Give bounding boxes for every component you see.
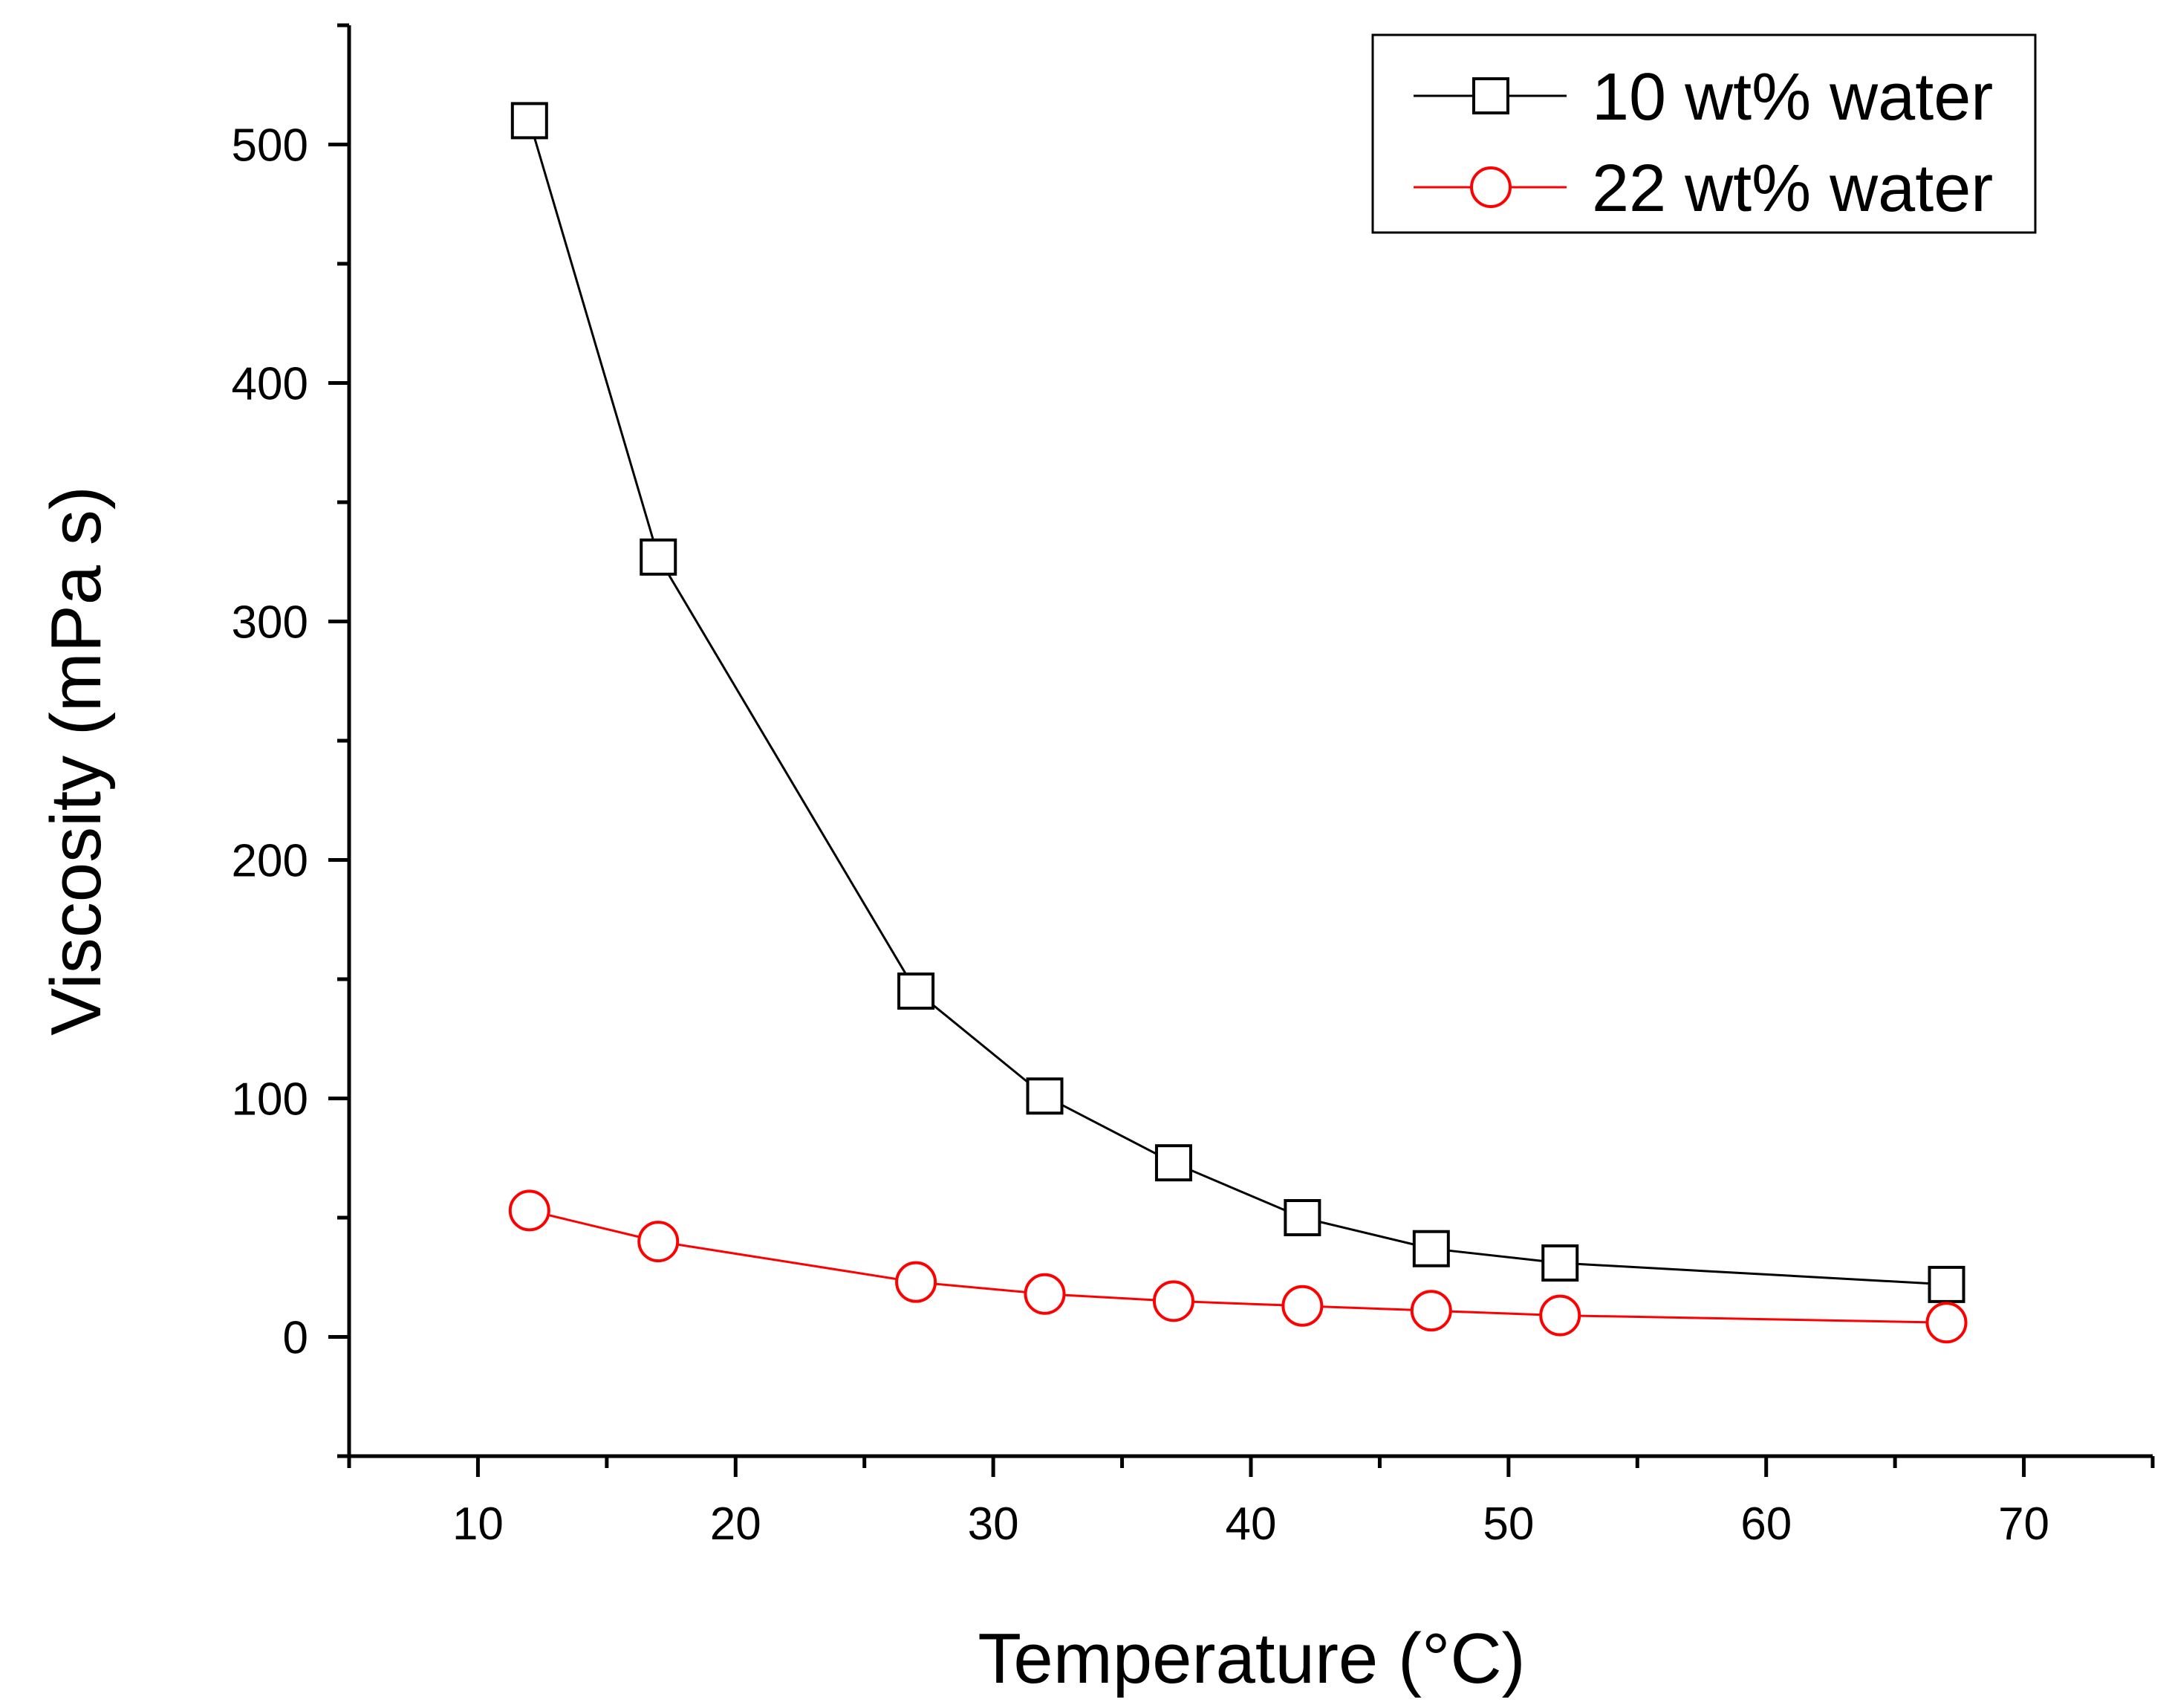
data-point xyxy=(1284,1199,1321,1236)
y-axis-title: Viscosity (mPa s) xyxy=(36,486,116,1036)
ticks: 10 20 30 40 50 60 70 0 100 200 300 400 500 xyxy=(232,23,2155,1550)
data-point xyxy=(1928,1265,1965,1303)
x-axis-title: Temperature (°C) xyxy=(978,1619,1525,1698)
series-layer xyxy=(508,102,1968,1344)
data-point xyxy=(1024,1273,1066,1315)
y-tick-label: 500 xyxy=(232,120,308,172)
data-point xyxy=(1154,1144,1192,1182)
axes xyxy=(347,25,2153,1458)
data-point xyxy=(1412,1230,1450,1267)
data-point xyxy=(510,102,548,140)
data-point xyxy=(1541,1244,1579,1282)
legend-entry-22wt: 22 wt% water xyxy=(1414,152,1993,226)
legend-label-10wt: 10 wt% water xyxy=(1592,60,1993,134)
series-line xyxy=(529,1209,1947,1324)
series-1 xyxy=(510,102,1965,1303)
data-point xyxy=(1925,1302,1968,1344)
data-point xyxy=(1026,1077,1064,1115)
y-tick-label: 400 xyxy=(232,359,308,410)
legend-entry-10wt: 10 wt% water xyxy=(1414,60,1993,134)
data-point xyxy=(897,972,935,1010)
y-tick-label: 300 xyxy=(232,597,308,649)
y-tick-label: 0 xyxy=(283,1313,308,1364)
data-point xyxy=(640,538,677,576)
x-tick-label: 70 xyxy=(1998,1498,2049,1550)
data-point xyxy=(1152,1280,1194,1322)
data-point xyxy=(508,1189,550,1232)
x-tick-label: 30 xyxy=(968,1498,1019,1550)
y-tick-label: 200 xyxy=(232,836,308,887)
x-tick-label: 60 xyxy=(1740,1498,1792,1550)
x-tick-label: 50 xyxy=(1483,1498,1534,1550)
series-line xyxy=(528,120,1947,1286)
data-point xyxy=(637,1221,680,1263)
legend-marker-square xyxy=(1472,77,1509,114)
data-point xyxy=(895,1261,937,1303)
x-tick-label: 40 xyxy=(1226,1498,1277,1550)
data-point xyxy=(1410,1290,1452,1332)
x-tick-label: 20 xyxy=(710,1498,761,1550)
series-2 xyxy=(508,1189,1968,1344)
legend-marker-circle xyxy=(1470,166,1512,208)
y-tick-label: 100 xyxy=(232,1074,308,1126)
legend-label-22wt: 22 wt% water xyxy=(1592,152,1993,226)
x-tick-label: 10 xyxy=(452,1498,504,1550)
data-point xyxy=(1539,1294,1581,1337)
data-point xyxy=(1281,1285,1324,1327)
legend: 10 wt% water 22 wt% water xyxy=(1371,33,2037,234)
